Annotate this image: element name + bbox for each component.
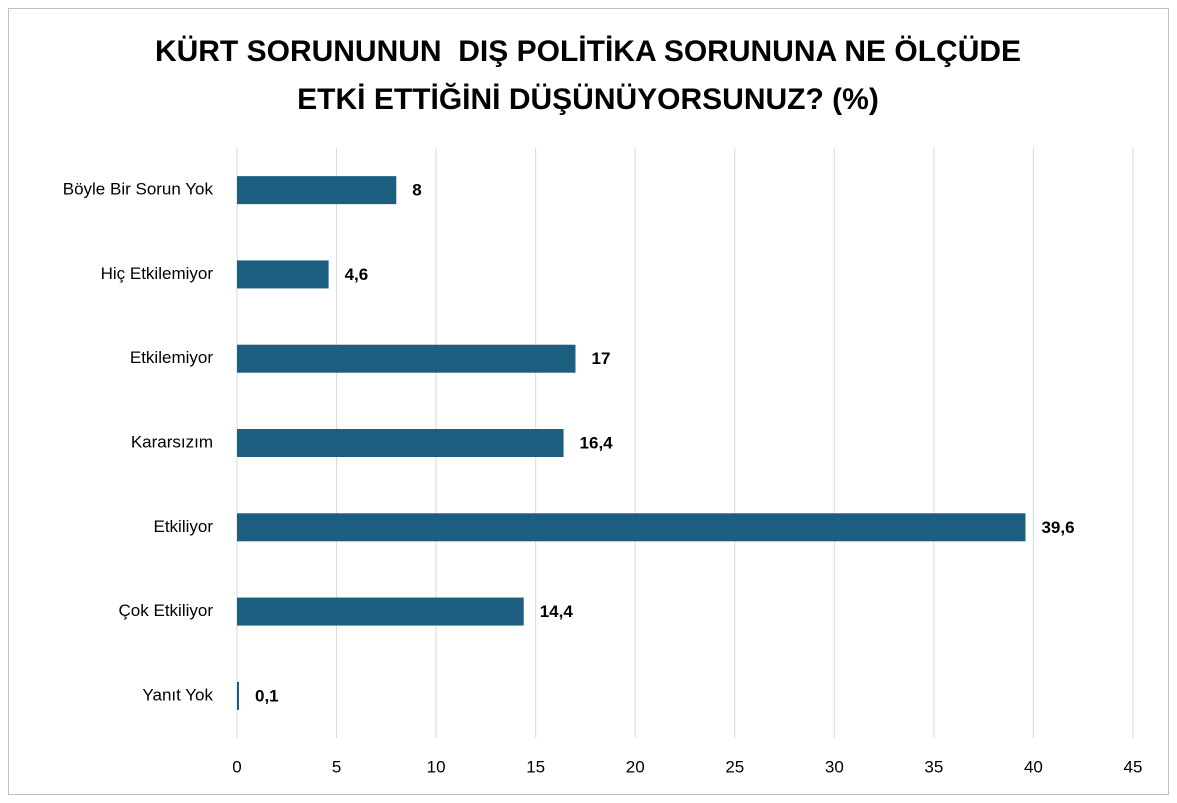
- data-label: 4,6: [345, 265, 369, 284]
- x-tick-label: 10: [427, 757, 446, 776]
- bar: [237, 176, 397, 205]
- chart-title: ETKİ ETTİĞİNİ DÜŞÜNÜYORSUNUZ? (%): [297, 82, 879, 116]
- data-label: 16,4: [580, 433, 614, 452]
- y-tick-label: Çok Etkiliyor: [119, 601, 214, 620]
- bar: [237, 344, 576, 373]
- y-tick-label: Kararsızım: [131, 432, 213, 451]
- x-tick-label: 20: [626, 757, 645, 776]
- y-tick-label: Etkilemiyor: [130, 348, 213, 367]
- x-tick-label: 35: [924, 757, 943, 776]
- x-tick-label: 5: [332, 757, 341, 776]
- data-label: 17: [591, 349, 610, 368]
- x-tick-label: 25: [725, 757, 744, 776]
- y-tick-label: Etkiliyor: [153, 517, 213, 536]
- chart-frame: [8, 8, 1169, 795]
- data-label: 14,4: [540, 602, 574, 621]
- x-tick-label: 15: [526, 757, 545, 776]
- y-tick-label: Böyle Bir Sorun Yok: [63, 180, 214, 199]
- x-tick-label: 45: [1124, 757, 1143, 776]
- data-label: 8: [412, 181, 421, 200]
- x-tick-label: 40: [1024, 757, 1043, 776]
- chart-title: KÜRT SORUNUNUN DIŞ POLİTİKA SORUNUNA NE …: [155, 35, 1021, 68]
- bar: [237, 429, 564, 457]
- bar: [237, 681, 239, 710]
- x-tick-label: 30: [825, 757, 844, 776]
- data-label: 0,1: [255, 686, 279, 705]
- y-tick-label: Yanıt Yok: [142, 685, 213, 704]
- bar: [237, 597, 524, 626]
- bar: [237, 513, 1026, 542]
- y-tick-label: Hiç Etkilemiyor: [101, 264, 214, 283]
- data-label: 39,6: [1041, 518, 1074, 537]
- bar: [237, 260, 329, 289]
- x-tick-label: 0: [232, 757, 241, 776]
